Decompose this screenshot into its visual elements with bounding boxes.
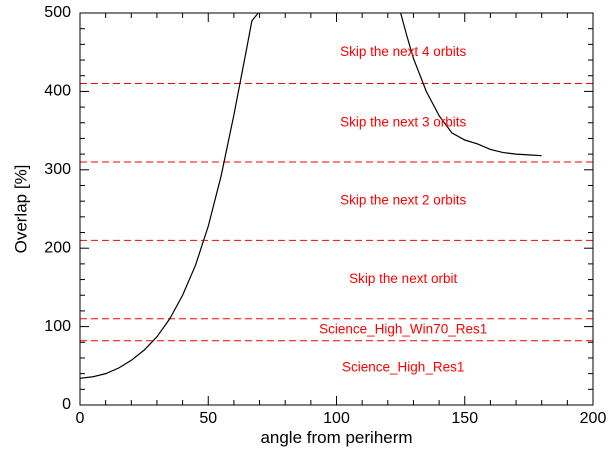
x-tick-label: 200 — [580, 410, 607, 427]
y-axis-label: Overlap [%] — [11, 165, 30, 254]
overlap-curve-right-branch — [400, 12, 542, 157]
y-tick-label: 400 — [44, 83, 71, 100]
region-label: Science_High_Win70_Res1 — [319, 321, 487, 336]
region-label: Skip the next orbit — [349, 271, 457, 286]
data-curves — [79, 12, 542, 379]
x-tick-label: 100 — [323, 410, 350, 427]
y-tick-label: 300 — [44, 161, 71, 178]
y-tick-label: 200 — [44, 239, 71, 256]
y-tick-label: 100 — [44, 318, 71, 335]
y-tick-label: 500 — [44, 4, 71, 21]
region-label: Skip the next 3 orbits — [340, 114, 466, 129]
x-tick-label: 150 — [451, 410, 478, 427]
region-label: Skip the next 4 orbits — [340, 44, 466, 59]
region-label: Skip the next 2 orbits — [340, 193, 466, 208]
y-tick-label: 0 — [62, 396, 71, 413]
threshold-lines — [80, 83, 593, 342]
x-axis-label: angle from periherm — [260, 428, 412, 447]
axis-tick-labels: 0 50 100 150 200 0 100 200 300 400 500 — [44, 4, 606, 427]
region-labels: Skip the next 4 orbits Skip the next 3 or… — [319, 44, 487, 375]
axis-ticks — [79, 12, 594, 406]
overlap-curve-left-branch — [79, 12, 259, 379]
x-tick-label: 0 — [76, 410, 85, 427]
x-tick-label: 50 — [199, 410, 217, 427]
region-label: Science_High_Res1 — [342, 360, 464, 375]
